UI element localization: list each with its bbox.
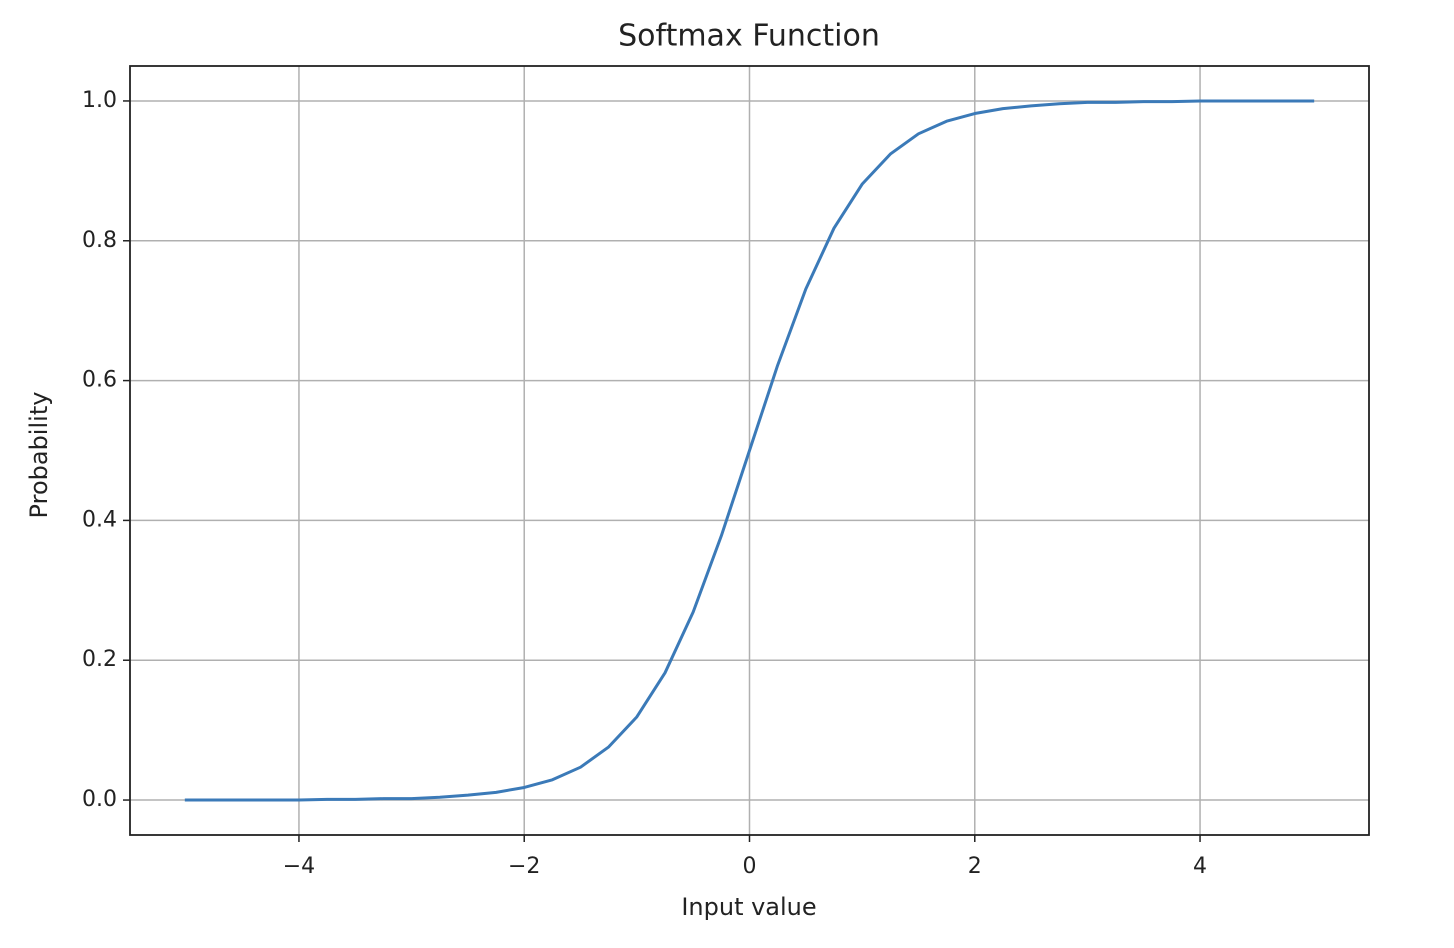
y-tick-label: 1.0 [82,88,117,113]
x-tick-label: 0 [743,854,757,879]
y-tick-label: 0.0 [82,787,117,812]
plot-frame [129,65,1370,836]
y-axis-label: Probability [25,392,53,519]
x-tick-label: 4 [1193,854,1207,879]
chart-title: Softmax Function [618,19,880,54]
x-axis-label: Input value [681,893,816,921]
x-tick-label: −2 [508,854,540,879]
y-tick-label: 0.2 [82,647,117,672]
y-tick-label: 0.4 [82,507,117,532]
y-tick-label: 0.8 [82,228,117,253]
y-tick-label: 0.6 [82,368,117,393]
x-tick-label: 2 [968,854,982,879]
x-tick-label: −4 [283,854,315,879]
line [184,99,1315,802]
